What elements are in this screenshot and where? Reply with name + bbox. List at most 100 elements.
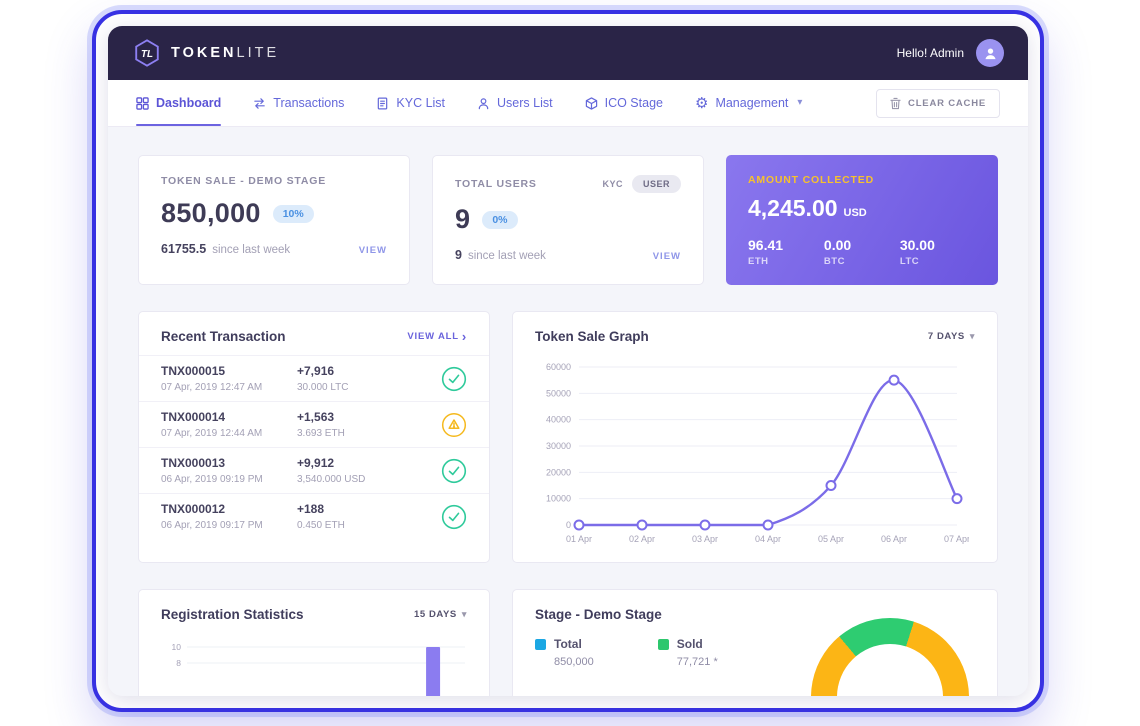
- token-sale-badge: 10%: [272, 204, 314, 223]
- token-sale-graph-panel: Token Sale Graph 7 DAYS ▾ 0 10000 20000 300…: [512, 311, 998, 563]
- token-sale-graph-title: Token Sale Graph: [535, 329, 649, 344]
- tab-management[interactable]: ⚙ Management ▾: [695, 80, 802, 126]
- amount-breakdown: 96.41 ETH 0.00 BTC 30.00 LTC: [748, 237, 976, 267]
- clear-cache-button[interactable]: CLEAR CACHE: [876, 88, 1000, 118]
- user-icon: [984, 47, 996, 59]
- token-sale-view-link[interactable]: VIEW: [358, 245, 387, 256]
- stat-cards-row: TOKEN SALE - DEMO STAGE 850,000 10% 6175…: [138, 155, 998, 285]
- breakdown-ltc: 30.00 LTC: [899, 237, 935, 267]
- tab-users-list[interactable]: Users List: [477, 80, 553, 126]
- transaction-row[interactable]: TNX000013 06 Apr, 2019 09:19 PM +9,912 3,5…: [139, 447, 489, 493]
- success-check-icon: [433, 504, 467, 530]
- user-icon: [477, 97, 490, 110]
- kyc-toggle[interactable]: KYC: [602, 179, 623, 189]
- svg-text:0: 0: [566, 520, 571, 530]
- transaction-row[interactable]: TNX000015 07 Apr, 2019 12:47 AM +7,916 30.…: [139, 355, 489, 401]
- svg-text:02 Apr: 02 Apr: [629, 534, 655, 544]
- token-sale-delta: 61755.5: [161, 242, 207, 256]
- transfer-arrows-icon: [253, 97, 266, 110]
- total-swatch: [535, 638, 546, 650]
- greeting-text: Hello! Admin: [896, 46, 964, 60]
- total-users-delta: 9: [455, 248, 462, 262]
- nav-label: Management: [715, 96, 789, 110]
- nav-label: ICO Stage: [604, 96, 663, 110]
- avatar[interactable]: [976, 39, 1004, 67]
- total-users-badge: 0%: [482, 210, 518, 229]
- stage-legend: Total 850,000 Sold 77,721 *: [513, 633, 997, 668]
- amount-collected-card: AMOUNT COLLECTED 4,245.00 USD 96.41 ETH …: [726, 155, 998, 285]
- warning-icon: [433, 412, 467, 438]
- brand-wordmark: TOKENLITE: [171, 45, 280, 61]
- registration-statistics-panel: Registration Statistics 15 DAYS ▾ 10 8: [138, 589, 490, 696]
- tab-ico-stage[interactable]: ICO Stage: [585, 80, 663, 126]
- svg-text:40000: 40000: [546, 415, 571, 425]
- tab-dashboard[interactable]: Dashboard: [136, 80, 222, 126]
- success-check-icon: [433, 366, 467, 392]
- user-toggle[interactable]: USER: [631, 175, 681, 193]
- topbar-right: Hello! Admin: [897, 39, 1004, 67]
- registration-bar-chart: 10 8: [172, 642, 465, 696]
- amount-collected-title: AMOUNT COLLECTED: [748, 174, 874, 186]
- registration-period-dropdown[interactable]: 15 DAYS ▾: [413, 609, 467, 620]
- token-sale-value: 850,000: [161, 198, 261, 228]
- svg-text:05 Apr: 05 Apr: [818, 534, 844, 544]
- token-sale-line-chart: 0 10000 20000 30000 40000 50000 60000 01 Apr 02 …: [546, 362, 969, 544]
- nav-label: KYC List: [396, 96, 446, 110]
- total-users-delta-label: since last week: [467, 250, 546, 262]
- stage-donut-hole: [837, 644, 943, 696]
- tab-kyc-list[interactable]: KYC List: [376, 80, 445, 126]
- svg-text:10000: 10000: [546, 494, 571, 504]
- chevron-down-icon: ▾: [797, 97, 803, 108]
- total-users-card: TOTAL USERS KYC USER 9 0% 9 since last w…: [432, 155, 704, 285]
- token-sale-title: TOKEN SALE - DEMO STAGE: [161, 175, 327, 187]
- amount-collected-currency: USD: [843, 207, 867, 219]
- transaction-row[interactable]: TNX000014 07 Apr, 2019 12:44 AM +1,563 3.6…: [139, 401, 489, 447]
- legend-total: Total 850,000: [535, 637, 594, 668]
- bottom-row: Registration Statistics 15 DAYS ▾ 10 8 St…: [138, 589, 998, 696]
- nav-label: Dashboard: [156, 96, 222, 110]
- svg-text:8: 8: [176, 658, 181, 668]
- nav-items: Dashboard Transactions KYC List: [136, 80, 802, 126]
- brand-logo[interactable]: TL TOKENLITE: [132, 38, 279, 68]
- svg-text:03 Apr: 03 Apr: [692, 534, 718, 544]
- svg-text:10: 10: [172, 642, 182, 652]
- graph-period-dropdown[interactable]: 7 DAYS ▾: [927, 331, 975, 342]
- total-users-value: 9: [455, 204, 471, 234]
- recent-transactions-title: Recent Transaction: [161, 329, 286, 344]
- success-check-icon: [433, 458, 467, 484]
- stage-panel: Stage - Demo Stage Total 850,000: [512, 589, 998, 696]
- legend-sold: Sold 77,721 *: [657, 637, 718, 668]
- transaction-row[interactable]: TNX000012 06 Apr, 2019 09:17 PM +188 0.450…: [139, 493, 489, 539]
- recent-transactions-panel: Recent Transaction VIEW ALL › TNX000015 0…: [138, 311, 490, 563]
- tokenlite-logo-icon: TL: [132, 38, 162, 68]
- clear-cache-label: CLEAR CACHE: [908, 97, 986, 109]
- svg-text:TL: TL: [141, 49, 153, 60]
- token-sale-card: TOKEN SALE - DEMO STAGE 850,000 10% 6175…: [138, 155, 410, 285]
- trash-icon: [890, 97, 901, 110]
- tab-transactions[interactable]: Transactions: [253, 80, 344, 126]
- stage-title: Stage - Demo Stage: [535, 607, 662, 622]
- svg-text:01 Apr: 01 Apr: [566, 534, 592, 544]
- total-users-title: TOTAL USERS: [455, 178, 537, 190]
- app-window: TL TOKENLITE Hello! Admin: [108, 26, 1028, 696]
- browser-frame: TL TOKENLITE Hello! Admin: [92, 10, 1044, 712]
- svg-text:60000: 60000: [546, 362, 571, 372]
- registration-statistics-title: Registration Statistics: [161, 607, 304, 622]
- document-icon: [376, 97, 389, 110]
- svg-text:50000: 50000: [546, 388, 571, 398]
- svg-text:06 Apr: 06 Apr: [881, 534, 907, 544]
- gear-icon: ⚙: [694, 94, 709, 112]
- dashboard-content: TOKEN SALE - DEMO STAGE 850,000 10% 6175…: [108, 127, 1028, 696]
- breakdown-eth: 96.41 ETH: [748, 237, 784, 267]
- nav-label: Users List: [497, 96, 553, 110]
- svg-text:04 Apr: 04 Apr: [755, 534, 781, 544]
- breakdown-btc: 0.00 BTC: [823, 237, 852, 267]
- nav-label: Transactions: [273, 96, 345, 110]
- total-users-view-link[interactable]: VIEW: [652, 251, 681, 262]
- chevron-down-icon: ▾: [969, 331, 975, 341]
- view-all-link[interactable]: VIEW ALL ›: [407, 328, 467, 344]
- svg-text:30000: 30000: [546, 441, 571, 451]
- main-nav: Dashboard Transactions KYC List: [108, 80, 1028, 127]
- topbar: TL TOKENLITE Hello! Admin: [108, 26, 1028, 80]
- svg-text:20000: 20000: [546, 467, 571, 477]
